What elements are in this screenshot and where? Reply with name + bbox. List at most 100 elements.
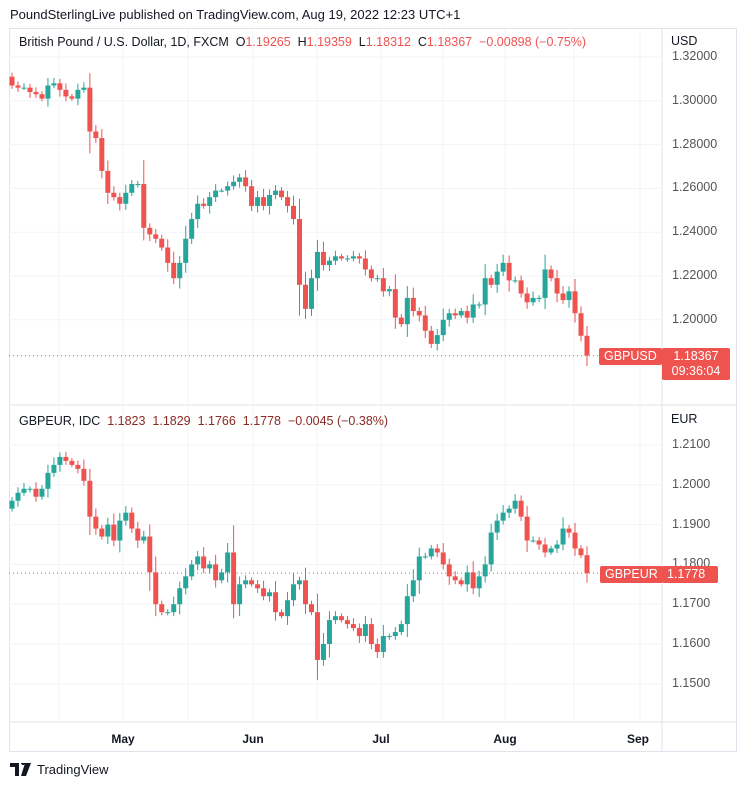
candle-body — [440, 319, 446, 336]
candle-body — [285, 197, 291, 206]
lower-symbol-title: GBPEUR, IDC — [19, 414, 101, 428]
candle-body — [428, 548, 434, 557]
candle-body — [81, 468, 87, 481]
candle-body — [452, 576, 458, 581]
candle-body — [51, 464, 57, 473]
candle-body — [458, 311, 464, 316]
candle-body — [261, 197, 267, 206]
candle-body — [416, 311, 422, 316]
candle-body — [344, 620, 350, 625]
candle-body — [75, 464, 81, 469]
candle-body — [530, 297, 536, 303]
candle-body — [255, 584, 261, 589]
candle-body — [9, 76, 15, 86]
candle-body — [506, 508, 512, 513]
candle-body — [572, 532, 578, 549]
candle-body — [362, 258, 368, 270]
candle-body — [57, 83, 63, 90]
candle-body — [255, 197, 261, 206]
candle-body — [147, 227, 153, 235]
price-tick-label: 1.32000 — [672, 49, 718, 63]
candle-body — [279, 190, 285, 198]
candle-body — [470, 304, 476, 318]
candle-body — [201, 556, 207, 569]
low-label: L — [358, 35, 366, 49]
candle-body — [404, 596, 410, 625]
published-caption: PoundSterlingLive published on TradingVi… — [10, 7, 461, 22]
candle-body — [27, 87, 33, 93]
candle-body — [237, 177, 243, 182]
candle-body — [117, 197, 123, 204]
candle-body — [578, 548, 584, 556]
candle-body — [75, 89, 81, 99]
candle-body — [524, 293, 530, 303]
upper-currency: USD — [671, 34, 698, 48]
month-label: Aug — [493, 732, 517, 746]
candle-body — [476, 576, 482, 589]
candle-body — [362, 624, 368, 637]
candle-body — [135, 528, 141, 541]
candle-body — [27, 488, 33, 490]
candle-body — [380, 278, 386, 292]
candle-body — [153, 234, 159, 239]
candle-body — [189, 564, 195, 577]
candle-body — [291, 205, 297, 220]
candle-body — [482, 564, 488, 577]
candle-body — [183, 576, 189, 589]
candle-body — [123, 192, 129, 204]
candle-body — [320, 251, 326, 266]
month-label: Sep — [626, 732, 650, 746]
candle-body — [69, 460, 75, 465]
candle-body — [338, 256, 344, 259]
candle-body — [536, 297, 542, 299]
candle-body — [440, 552, 446, 565]
candle-body — [314, 612, 320, 660]
candle-body — [219, 572, 225, 581]
candle-body — [386, 289, 392, 292]
candle-body — [410, 580, 416, 597]
candle-body — [356, 256, 362, 259]
candle-body — [243, 580, 249, 585]
candle-body — [99, 528, 105, 537]
candle-body — [123, 512, 129, 521]
lower-currency: EUR — [671, 412, 698, 426]
candle-body — [578, 313, 584, 336]
gbpusd-last-price: 1.18367 — [673, 349, 719, 363]
candle-body — [584, 335, 590, 356]
close-label: C — [417, 35, 427, 49]
close-value: 1.18367 — [426, 35, 473, 49]
candle-body — [213, 190, 219, 198]
lower-low-value: 1.1766 — [197, 414, 236, 428]
candle-body — [183, 238, 189, 263]
high-value: 1.19359 — [306, 35, 352, 49]
candle-body — [39, 94, 45, 99]
month-label: Jul — [372, 732, 390, 746]
candle-body — [249, 186, 255, 206]
candle-body — [21, 488, 27, 493]
candle-body — [368, 624, 374, 644]
tradingview-logo[interactable]: TradingView — [10, 762, 109, 777]
candle-body — [500, 262, 506, 272]
candle-body — [225, 186, 231, 191]
candle-body — [273, 190, 279, 195]
candle-body — [452, 313, 458, 316]
candle-body — [302, 284, 308, 309]
price-tick-label: 1.24000 — [672, 224, 718, 239]
price-tick-label: 1.20000 — [672, 311, 718, 326]
candle-body — [141, 184, 147, 228]
candle-body — [39, 488, 45, 497]
candle-body — [159, 238, 165, 248]
candle-body — [476, 304, 482, 306]
candle-body — [87, 480, 93, 517]
lower-high-value: 1.1829 — [152, 414, 191, 428]
candle-body — [93, 516, 99, 529]
candle-body — [285, 600, 291, 617]
price-tick-label: 1.28000 — [672, 136, 718, 151]
upper-symbol-title: British Pound / U.S. Dollar, 1D, FXCM — [19, 35, 229, 49]
candle-body — [398, 317, 404, 325]
candle-body — [33, 488, 39, 497]
candle-body — [572, 291, 578, 314]
open-value: 1.19265 — [245, 35, 291, 49]
candle-body — [350, 256, 356, 259]
